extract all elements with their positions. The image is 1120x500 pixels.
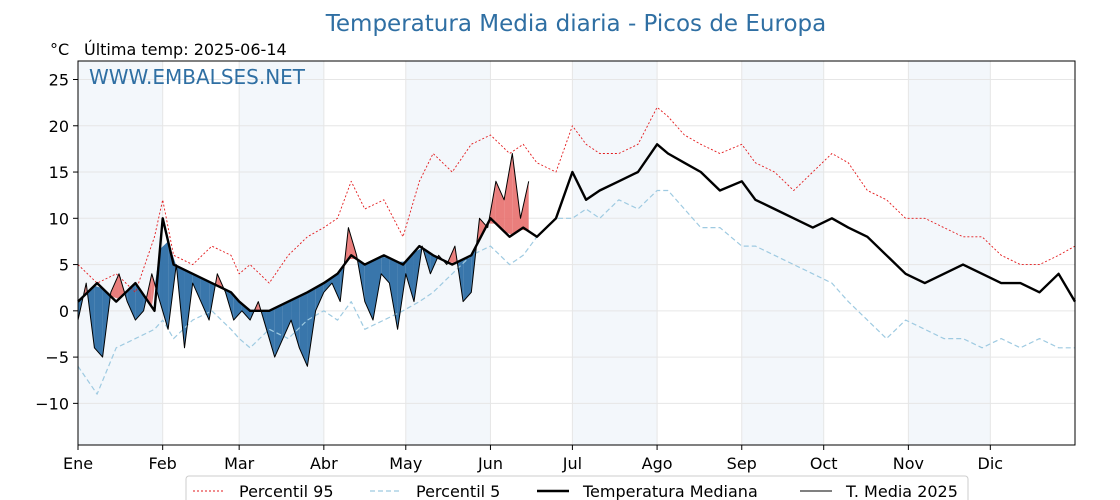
- x-tick-label-ene: Ene: [63, 454, 93, 473]
- below-median-fill: [192, 273, 201, 302]
- above-median-fill: [520, 181, 529, 232]
- series-line-median: [77, 143, 1077, 312]
- x-tick-label-jul: Jul: [562, 454, 582, 473]
- y-unit-label: °C: [50, 40, 69, 59]
- x-tick-label-oct: Oct: [810, 454, 838, 473]
- below-median-fill: [274, 304, 283, 358]
- month-band-ene: [78, 61, 163, 445]
- x-tick-label-may: May: [389, 454, 422, 473]
- below-median-fill: [405, 252, 414, 302]
- plot-frame: [77, 60, 1076, 446]
- below-median-fill: [127, 283, 136, 321]
- y-tick-label: 5: [59, 256, 69, 275]
- below-median-fill: [241, 303, 251, 321]
- legend-label-current: T. Media 2025: [845, 482, 958, 500]
- above-median-fill: [110, 273, 119, 299]
- below-median-fill: [233, 295, 242, 321]
- below-median-fill: [266, 308, 275, 358]
- x-tick-label-abr: Abr: [310, 454, 338, 473]
- x-tick-label-feb: Feb: [149, 454, 177, 473]
- y-tick-label: 15: [49, 163, 69, 182]
- below-median-fill: [463, 255, 472, 302]
- last-temp-subtitle: Última temp: 2025-06-14: [84, 40, 287, 59]
- legend-label-median: Temperatura Mediana: [582, 482, 758, 500]
- y-tick-label: −5: [45, 348, 69, 367]
- y-tick-label: 0: [59, 302, 69, 321]
- x-tick-label-ago: Ago: [642, 454, 673, 473]
- x-tick-label-dic: Dic: [978, 454, 1004, 473]
- x-tick-label-jun: Jun: [477, 454, 503, 473]
- below-median-fill: [315, 283, 324, 311]
- below-median-fill: [332, 270, 341, 302]
- series-line-p5: [77, 189, 1075, 395]
- legend-label-p5: Percentil 5: [416, 482, 500, 500]
- below-median-fill: [282, 300, 292, 339]
- x-tick-label-nov: Nov: [893, 454, 924, 473]
- y-tick-label: 25: [49, 71, 69, 90]
- series-lines: [77, 106, 1077, 395]
- y-tick-label: −10: [35, 394, 69, 413]
- month-bands: [78, 61, 991, 445]
- below-median-fill: [94, 285, 103, 358]
- legend-label-p95: Percentil 95: [239, 482, 334, 500]
- x-axis: Ene Feb Mar Abr May Jun Jul Ago Sep Oct Nov Dic: [63, 445, 1003, 473]
- y-axis: 25 20 15 10 5 0 −5 −10: [35, 71, 78, 413]
- below-median-fill: [323, 277, 333, 293]
- below-median-fill: [307, 287, 316, 367]
- below-median-fill: [381, 256, 390, 284]
- legend-box: [185, 475, 969, 500]
- above-median-fill: [495, 181, 505, 232]
- below-median-fill: [373, 256, 382, 321]
- x-tick-label-sep: Sep: [727, 454, 757, 473]
- legend: Percentil 95 Percentil 5 Temperatura Media…: [185, 475, 969, 500]
- below-median-fill: [291, 296, 300, 348]
- y-tick-label: 20: [49, 117, 69, 136]
- y-tick-label: 10: [49, 209, 69, 228]
- above-median-fill: [512, 153, 521, 235]
- below-median-fill: [200, 277, 210, 321]
- series-line-p95: [77, 106, 1076, 293]
- above-median-fill: [504, 153, 513, 235]
- chart-title: Temperatura Media diaria - Picos de Euro…: [325, 11, 826, 37]
- month-band-mar: [239, 61, 324, 445]
- below-median-fill: [389, 257, 398, 330]
- series-line-current: [77, 153, 530, 367]
- below-median-fill: [299, 292, 308, 367]
- month-band-jul: [572, 61, 658, 445]
- watermark: WWW.EMBALSES.NET: [89, 65, 306, 89]
- x-tick-label-mar: Mar: [224, 454, 255, 473]
- month-band-nov: [908, 61, 991, 445]
- month-band-sep: [741, 61, 824, 445]
